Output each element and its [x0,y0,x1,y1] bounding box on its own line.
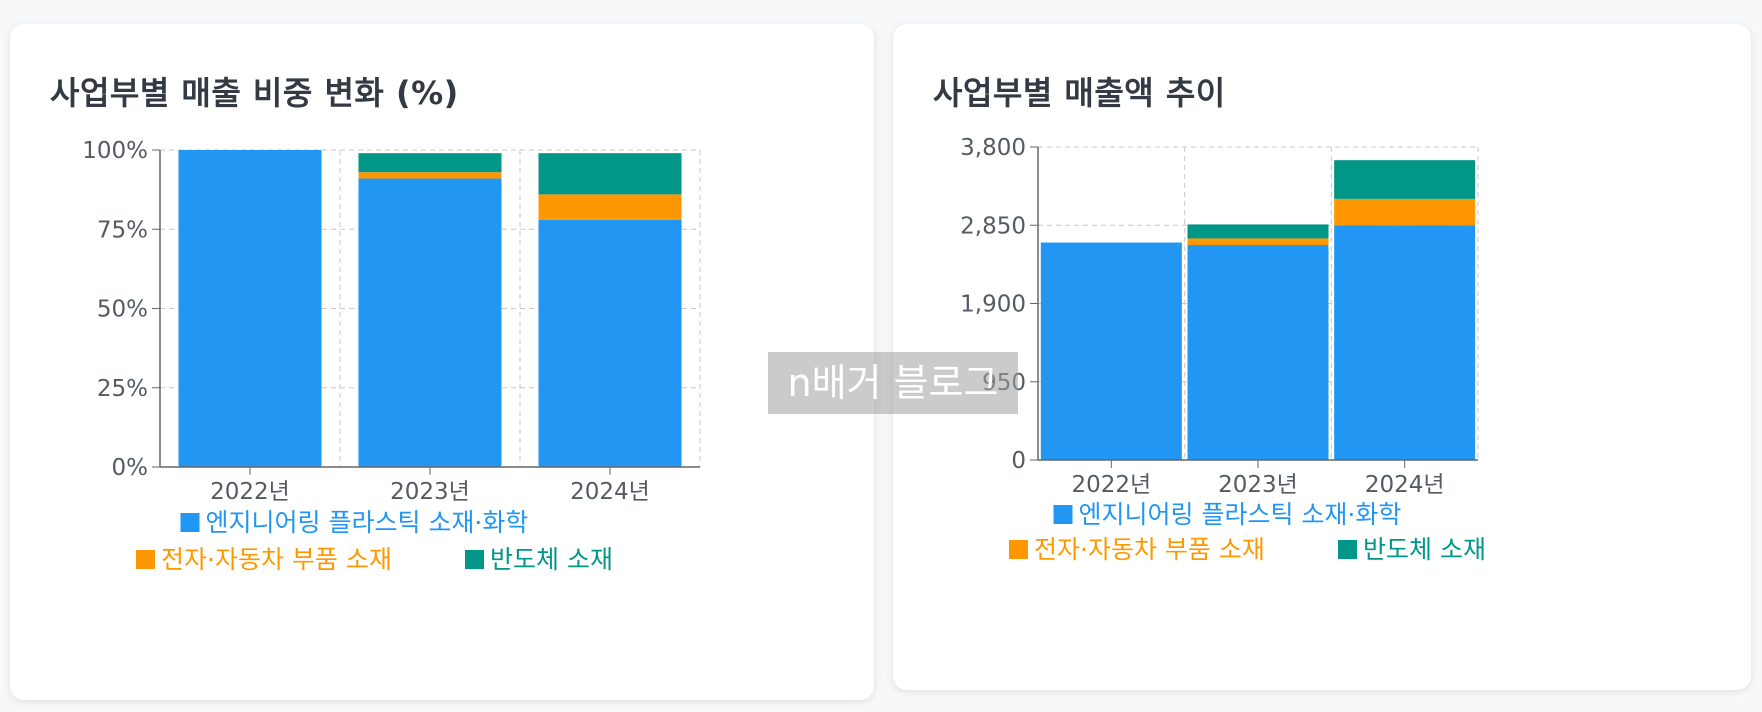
x-tick-label: 2022년 [1071,472,1151,498]
y-tick-label: 3,800 [960,135,1026,161]
legend-swatch-electronics [1009,540,1028,559]
y-tick-label: 1,900 [960,292,1026,318]
legend-swatch-electronics [136,550,155,569]
bar-engineering [1187,245,1329,460]
y-tick-label: 2,850 [960,213,1026,239]
watermark: n배거 블로그 [768,352,1018,414]
legend-label-engineering: 엔지니어링 플라스틱 소재·화학 [1079,500,1402,529]
x-tick-label: 2023년 [390,479,470,505]
bar-engineering [1334,225,1476,460]
legend-swatch-semiconductor [1338,540,1357,559]
bar-electronics [1334,198,1476,226]
bar-electronics [358,172,502,179]
bar-semiconductor [538,153,682,195]
x-tick-label: 2024년 [1365,472,1445,498]
chart-title: 사업부별 매출액 추이 [933,74,1226,112]
y-tick-label: 100% [82,138,148,164]
legend-swatch-engineering [1053,505,1073,524]
bar-electronics [538,194,682,220]
revenue-amount-card: 사업부별 매출액 추이 09501,9002,8503,8002022년2023… [893,24,1751,690]
bar-engineering [1040,242,1182,460]
bar-engineering [538,219,682,467]
x-tick-label: 2022년 [210,479,290,505]
revenue-share-card: 사업부별 매출 비중 변화 (%) 0% 25% 50% 75% 100% 2022년 20… [10,24,874,700]
chart-title: 사업부별 매출 비중 변화 (%) [50,74,459,112]
y-tick-label: 0% [112,455,149,481]
y-tick-label: 50% [97,297,148,323]
y-tick-label: 25% [97,376,148,402]
legend-swatch-engineering [180,513,200,532]
revenue-amount-chart: 09501,9002,8503,8002022년2023년2024년엔지니어링 … [960,135,1486,564]
y-tick-label: 75% [97,217,148,243]
bar-engineering [178,150,322,467]
legend-label-semiconductor: 반도체 소재 [490,545,613,574]
bar-semiconductor [358,153,502,173]
bar-semiconductor [1334,160,1476,199]
legend-swatch-semiconductor [465,550,484,569]
legend-label-engineering: 엔지니어링 플라스틱 소재·화학 [206,508,529,537]
y-tick-label: 0 [1011,448,1026,474]
bar-electronics [1187,238,1329,246]
legend-label-electronics: 전자·자동차 부품 소재 [1034,535,1265,564]
x-tick-label: 2024년 [570,479,650,505]
bar-engineering [358,178,502,467]
bar-semiconductor [1187,224,1329,239]
x-tick-label: 2023년 [1218,472,1298,498]
legend-label-semiconductor: 반도체 소재 [1363,535,1486,564]
legend-label-electronics: 전자·자동차 부품 소재 [161,545,392,574]
